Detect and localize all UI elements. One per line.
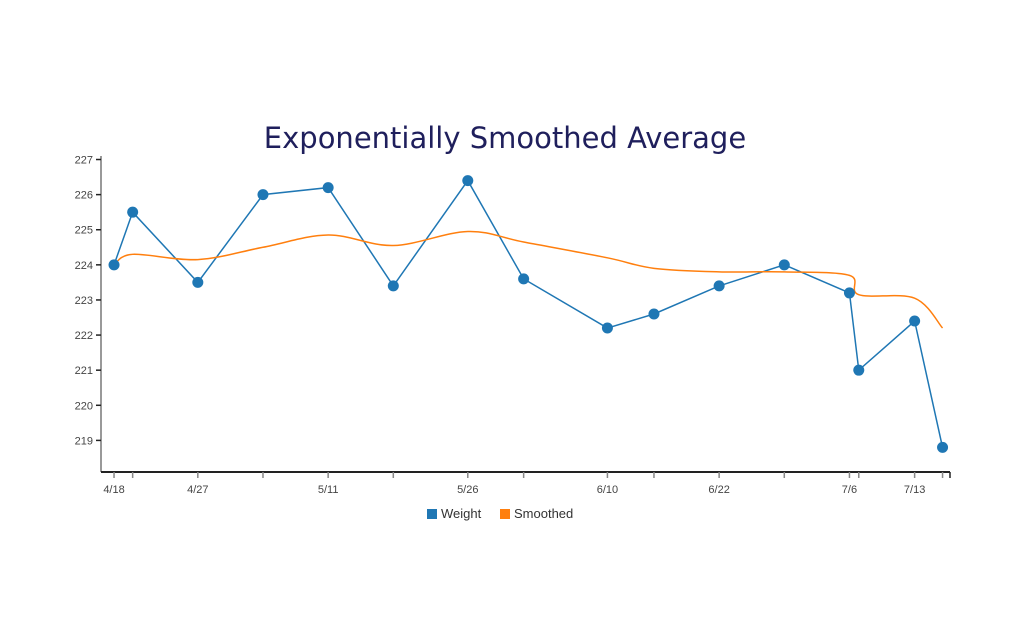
legend-label-smoothed: Smoothed xyxy=(514,506,573,521)
data-point-weight xyxy=(387,280,399,292)
x-tick-label: 5/26 xyxy=(457,484,478,496)
data-point-weight xyxy=(648,308,660,320)
x-tick-label: 7/6 xyxy=(842,484,857,496)
y-tick-label: 219 xyxy=(75,435,93,447)
chart-title: Exponentially Smoothed Average xyxy=(264,121,746,155)
y-tick-label: 225 xyxy=(75,225,93,237)
legend-swatch-weight xyxy=(427,509,437,519)
y-tick-label: 221 xyxy=(75,365,93,377)
y-tick-label: 226 xyxy=(75,190,93,202)
data-point-weight xyxy=(192,276,204,288)
x-tick-label: 5/11 xyxy=(318,484,339,496)
data-point-weight xyxy=(937,441,949,453)
data-point-weight xyxy=(127,206,139,218)
data-point-weight xyxy=(257,189,269,201)
legend-label-weight: Weight xyxy=(441,506,482,521)
y-tick-label: 227 xyxy=(75,155,93,167)
y-tick-label: 220 xyxy=(75,400,93,412)
data-point-weight xyxy=(713,280,725,292)
x-tick-label: 4/18 xyxy=(103,484,124,496)
data-point-weight xyxy=(108,259,120,271)
x-tick-label: 6/10 xyxy=(597,484,618,496)
data-point-weight xyxy=(853,364,865,376)
legend-swatch-smoothed xyxy=(500,509,510,519)
y-tick-label: 224 xyxy=(75,260,93,272)
data-point-weight xyxy=(601,322,613,334)
data-point-weight xyxy=(909,315,921,327)
data-point-weight xyxy=(322,182,334,194)
x-tick-label: 4/27 xyxy=(187,484,208,496)
series-line-smoothed xyxy=(113,230,944,329)
data-point-weight xyxy=(843,287,855,299)
x-tick-label: 7/13 xyxy=(904,484,925,496)
data-point-weight xyxy=(518,273,530,285)
data-point-weight xyxy=(778,259,790,271)
data-point-weight xyxy=(462,175,474,187)
x-tick-label: 6/22 xyxy=(708,484,729,496)
y-tick-label: 222 xyxy=(75,330,93,342)
y-tick-label: 223 xyxy=(75,295,93,307)
series-line-weight xyxy=(113,179,944,448)
